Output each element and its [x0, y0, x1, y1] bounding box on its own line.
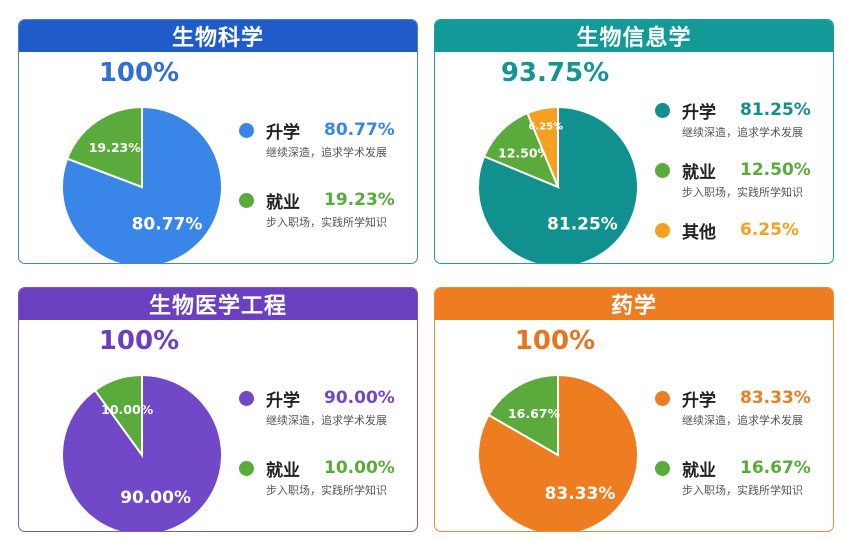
pie-chart: 81.25% 12.50% 6.25%	[477, 105, 639, 263]
legend-label: 升学	[682, 102, 716, 123]
chart-title: 药学	[435, 288, 833, 320]
slice-label: 10.00%	[101, 402, 154, 417]
slice-label: 16.67%	[508, 406, 561, 421]
legend-dot-icon	[655, 222, 670, 238]
legend-value: 81.25%	[740, 100, 811, 120]
total-percentage: 100%	[98, 326, 180, 356]
legend-description: 继续深造，追求学术发展	[266, 414, 387, 427]
legend-entry: 升学 80.77% 继续深造，追求学术发展	[239, 118, 395, 160]
legend-label: 就业	[266, 192, 300, 213]
legend-value: 83.33%	[740, 388, 811, 408]
pie-slice	[65, 105, 143, 189]
legend-entry: 就业 10.00% 步入职场，实践所学知识	[239, 456, 395, 498]
biomedical-engineering-card: 生物医学工程 100% 90.00% 10.00% 升学 90.00% 继续深造，追求学术发…	[18, 287, 418, 532]
legend-value: 6.25%	[740, 220, 799, 240]
chart-title: 生物信息学	[435, 20, 833, 52]
legend-entry: 升学 81.25% 继续深造，追求学术发展	[655, 98, 811, 140]
legend-entry: 就业 12.50% 步入职场，实践所学知识	[655, 158, 811, 200]
slice-label: 90.00%	[120, 488, 191, 508]
total-percentage: 100%	[98, 58, 180, 88]
legend-dot-icon	[239, 192, 254, 208]
legend-value: 90.00%	[324, 388, 395, 408]
chart-title: 生物医学工程	[19, 288, 417, 320]
slice-label: 80.77%	[132, 214, 203, 234]
legend-dot-icon	[655, 162, 670, 178]
legend-label: 升学	[266, 390, 300, 411]
legend-description: 步入职场，实践所学知识	[266, 484, 387, 497]
legend-label: 升学	[266, 122, 300, 143]
legend-entry: 就业 16.67% 步入职场，实践所学知识	[655, 456, 811, 498]
legend-dot-icon	[655, 460, 670, 476]
legend-label: 就业	[682, 162, 716, 183]
legend-dot-icon	[655, 102, 670, 118]
legend-dot-icon	[239, 460, 254, 476]
chart-title: 生物科学	[19, 20, 417, 52]
legend-description: 继续深造，追求学术发展	[682, 414, 803, 427]
pie-slice	[482, 111, 560, 189]
biology-science-card: 生物科学 100% 80.77% 19.23% 升学 80.77% 继续深造，追求学术发展就…	[18, 19, 418, 264]
legend-dot-icon	[655, 390, 670, 406]
legend-label: 其他	[682, 222, 716, 243]
pie-slice	[526, 105, 559, 188]
total-percentage: 93.75%	[500, 58, 610, 88]
legend-label: 升学	[682, 390, 716, 411]
pie-slice	[487, 373, 559, 457]
legend-entry: 升学 83.33% 继续深造，追求学术发展	[655, 386, 811, 428]
pie-chart: 90.00% 10.00%	[61, 373, 223, 531]
legend-description: 继续深造，追求学术发展	[266, 146, 387, 159]
legend-entry: 其他 6.25%	[655, 218, 799, 243]
legend-value: 16.67%	[740, 458, 811, 478]
pharmacy-card: 药学 100% 83.33% 16.67% 升学 83.33% 继续深造，追求学术发展就业 1…	[434, 287, 834, 532]
total-percentage: 100%	[514, 326, 596, 356]
legend-description: 步入职场，实践所学知识	[682, 484, 803, 497]
legend-value: 10.00%	[324, 458, 395, 478]
legend-value: 12.50%	[740, 160, 811, 180]
pie-chart: 83.33% 16.67%	[477, 373, 639, 531]
legend-description: 继续深造，追求学术发展	[682, 126, 803, 139]
legend-dot-icon	[239, 390, 254, 406]
pie-slice	[93, 373, 143, 459]
slice-label: 12.50%	[498, 146, 551, 161]
slice-label: 19.23%	[89, 140, 142, 155]
legend-dot-icon	[239, 122, 254, 138]
legend-label: 就业	[266, 460, 300, 481]
legend-entry: 就业 19.23% 步入职场，实践所学知识	[239, 188, 395, 230]
pie-chart: 80.77% 19.23%	[61, 105, 223, 263]
slice-label: 6.25%	[528, 121, 563, 132]
legend-entry: 升学 90.00% 继续深造，追求学术发展	[239, 386, 395, 428]
bioinformatics-card: 生物信息学 93.75% 81.25% 12.50% 6.25% 升学 81.25% 继续深造…	[434, 19, 834, 264]
slice-label: 81.25%	[547, 215, 618, 235]
legend-value: 19.23%	[324, 190, 395, 210]
legend-value: 80.77%	[324, 120, 395, 140]
legend-description: 步入职场，实践所学知识	[266, 216, 387, 229]
legend-description: 步入职场，实践所学知识	[682, 186, 803, 199]
slice-label: 83.33%	[545, 484, 616, 504]
legend-label: 就业	[682, 460, 716, 481]
